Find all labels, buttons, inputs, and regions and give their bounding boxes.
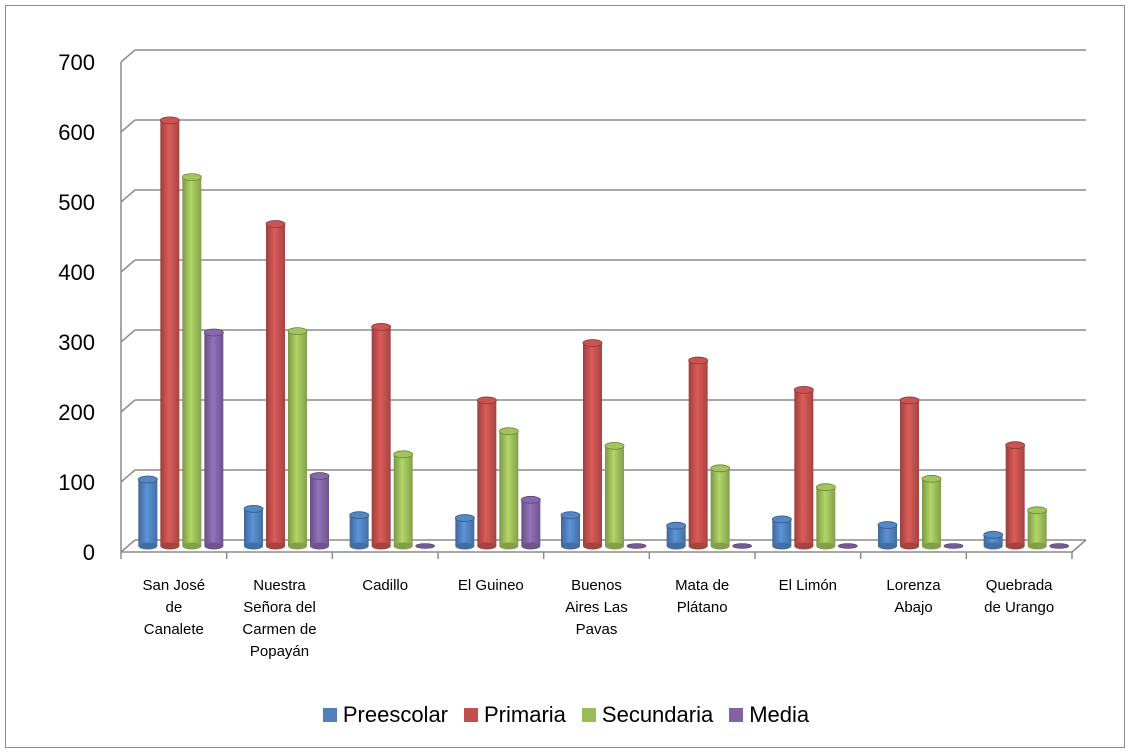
x-tick-label: El Limón	[779, 577, 837, 594]
gridlines	[120, 49, 1087, 559]
bar-preescolar	[243, 504, 264, 550]
bar-secundaria	[815, 483, 836, 550]
y-tick-label: 100	[58, 470, 95, 495]
y-tick-label: 0	[83, 540, 95, 565]
bar-chart: 0 100 200 300 400 500 600 700 San José de Canalet…	[58, 49, 1087, 660]
bar-secundaria	[287, 327, 308, 550]
floor-edge-right	[1071, 539, 1087, 553]
legend-label: Media	[749, 702, 810, 727]
gridline	[120, 189, 1086, 203]
legend-swatch	[322, 708, 337, 722]
bar-preescolar	[560, 511, 581, 550]
bar-secundaria	[1027, 506, 1048, 550]
legend: Preescolar Primaria Secundaria Media	[0, 702, 1132, 728]
x-tick-label: Mata de Plátano	[675, 577, 729, 616]
legend-swatch	[464, 708, 478, 722]
y-tick-label: 300	[58, 330, 95, 355]
gridline	[120, 399, 1086, 413]
x-tick-label: Nuestra Señora del Carmen de Popayán	[242, 577, 316, 660]
legend-label: Secundaria	[601, 702, 714, 727]
y-axis-labels: 0 100 200 300 400 500 600 700	[58, 50, 95, 565]
bar-preescolar	[666, 521, 687, 550]
bar-preescolar	[877, 521, 898, 550]
bar-primaria	[1005, 441, 1026, 550]
bar-secundaria	[921, 474, 942, 550]
bars	[137, 116, 1069, 550]
bar-media	[415, 543, 435, 549]
gridline	[120, 259, 1086, 273]
legend-item-preescolar: Preescolar	[322, 702, 448, 728]
bar-preescolar	[137, 475, 158, 550]
legend-item-media: Media	[729, 702, 809, 728]
x-axis-labels: San José de Canalete Nuestra Señora del Carme…	[143, 577, 1055, 660]
legend-swatch	[729, 708, 744, 722]
bar-preescolar	[454, 514, 475, 550]
y-tick-label: 200	[58, 400, 95, 425]
bar-preescolar	[771, 515, 792, 550]
bar-media	[838, 543, 858, 549]
legend-item-secundaria: Secundaria	[581, 702, 714, 728]
legend-item-primaria: Primaria	[464, 702, 566, 728]
x-tick-label: Quebrada de Urango	[984, 577, 1054, 616]
gridline	[120, 329, 1086, 343]
bar-secundaria	[604, 441, 625, 550]
bar-secundaria	[393, 450, 414, 550]
y-tick-label: 700	[58, 50, 95, 75]
bar-primaria	[265, 220, 286, 550]
x-tick-label: Cadillo	[362, 577, 408, 594]
bar-secundaria	[181, 173, 202, 550]
bar-media	[203, 328, 224, 550]
x-tick-label: Buenos Aires Las Pavas	[565, 577, 628, 638]
y-tick-label: 400	[58, 260, 95, 285]
bar-preescolar	[983, 530, 1004, 550]
bar-primaria	[159, 116, 180, 550]
legend-label: Preescolar	[342, 702, 448, 727]
bar-media	[732, 543, 752, 549]
bar-primaria	[582, 339, 603, 550]
y-tick-label: 500	[58, 190, 95, 215]
bar-media	[943, 543, 964, 549]
bar-primaria	[371, 322, 392, 550]
bar-media	[626, 543, 647, 549]
bar-primaria	[476, 396, 497, 550]
gridline	[120, 49, 1086, 63]
bar-media	[309, 472, 330, 550]
bar-media	[1049, 543, 1069, 549]
legend-swatch	[581, 708, 596, 722]
x-tick-label: El Guineo	[458, 577, 524, 594]
bar-media	[520, 495, 541, 550]
x-tick-label: Lorenza Abajo	[886, 577, 941, 616]
gridline	[120, 119, 1086, 133]
bar-primaria	[793, 385, 814, 550]
y-tick-label: 600	[58, 120, 95, 145]
x-tick-label: San José de Canalete	[143, 577, 206, 638]
bar-primaria	[688, 356, 709, 550]
legend-label: Primaria	[484, 702, 566, 727]
bar-preescolar	[349, 511, 370, 550]
bar-secundaria	[498, 427, 519, 550]
bar-primaria	[899, 396, 920, 550]
gridline	[120, 539, 1086, 553]
gridline	[120, 469, 1086, 483]
bar-secundaria	[710, 464, 731, 550]
